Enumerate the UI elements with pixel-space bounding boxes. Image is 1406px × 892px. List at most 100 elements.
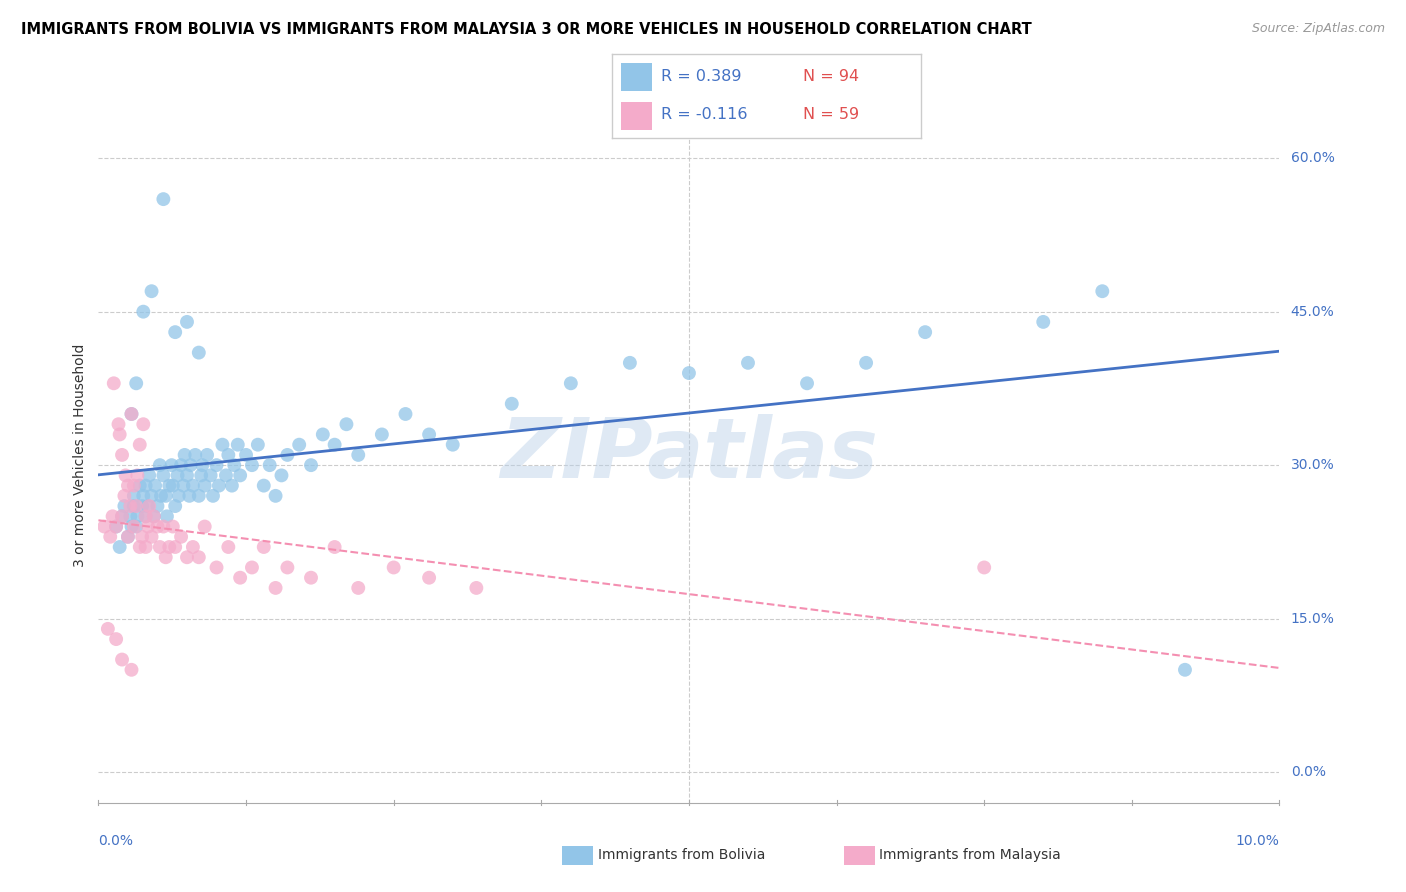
Point	[226, 438, 249, 452]
Point	[165, 499, 187, 513]
Point	[142, 509, 165, 524]
Point	[176, 468, 198, 483]
Point	[136, 519, 159, 533]
Point	[855, 356, 877, 370]
Point	[194, 519, 217, 533]
FancyBboxPatch shape	[621, 62, 652, 91]
Point	[914, 325, 936, 339]
Point	[253, 478, 276, 492]
Point	[179, 489, 201, 503]
Point	[441, 438, 464, 452]
Point	[122, 519, 145, 533]
Point	[121, 519, 143, 533]
Point	[276, 448, 298, 462]
Point	[195, 448, 218, 462]
Point	[224, 458, 246, 472]
Point	[173, 448, 195, 462]
Point	[235, 448, 257, 462]
Point	[120, 499, 142, 513]
Point	[190, 468, 212, 483]
Point	[127, 468, 149, 483]
Point	[103, 376, 125, 391]
Text: 60.0%: 60.0%	[1291, 152, 1334, 165]
Point	[418, 571, 440, 585]
Point	[98, 530, 121, 544]
Point	[157, 540, 180, 554]
Point	[229, 468, 252, 483]
Point	[270, 468, 292, 483]
Point	[121, 407, 143, 421]
Point	[146, 519, 169, 533]
Point	[111, 652, 134, 666]
Point	[240, 560, 263, 574]
Point	[132, 304, 155, 318]
Point	[176, 315, 198, 329]
Point	[93, 519, 115, 533]
Point	[167, 489, 190, 503]
Point	[108, 540, 131, 554]
Point	[156, 509, 179, 524]
Point	[347, 581, 370, 595]
Point	[141, 530, 163, 544]
Point	[141, 489, 163, 503]
Text: IMMIGRANTS FROM BOLIVIA VS IMMIGRANTS FROM MALAYSIA 3 OR MORE VEHICLES IN HOUSEH: IMMIGRANTS FROM BOLIVIA VS IMMIGRANTS FR…	[21, 22, 1032, 37]
Point	[135, 540, 157, 554]
Point	[465, 581, 488, 595]
Point	[114, 468, 136, 483]
Point	[264, 581, 287, 595]
Point	[181, 478, 204, 492]
Point	[127, 509, 149, 524]
Point	[619, 356, 641, 370]
Point	[205, 560, 228, 574]
Point	[165, 325, 187, 339]
Point	[229, 571, 252, 585]
Point	[131, 530, 153, 544]
Text: 45.0%: 45.0%	[1291, 305, 1334, 318]
Point	[128, 478, 150, 492]
Point	[135, 509, 157, 524]
Point	[155, 489, 177, 503]
FancyBboxPatch shape	[621, 102, 652, 130]
Point	[170, 458, 193, 472]
Point	[149, 458, 172, 472]
Point	[200, 468, 222, 483]
Text: N = 94: N = 94	[803, 69, 859, 84]
Text: ZIPatlas: ZIPatlas	[501, 415, 877, 495]
Point	[101, 509, 124, 524]
Point	[122, 499, 145, 513]
Point	[187, 550, 209, 565]
Point	[181, 540, 204, 554]
Text: 30.0%: 30.0%	[1291, 458, 1334, 472]
Point	[136, 499, 159, 513]
Point	[347, 448, 370, 462]
Point	[117, 530, 139, 544]
Point	[112, 489, 135, 503]
Point	[184, 448, 207, 462]
Point	[973, 560, 995, 574]
Point	[157, 478, 180, 492]
Point	[259, 458, 281, 472]
Point	[217, 448, 239, 462]
Point	[112, 499, 135, 513]
Point	[162, 519, 184, 533]
Point	[150, 489, 173, 503]
Text: Immigrants from Malaysia: Immigrants from Malaysia	[879, 848, 1060, 863]
Point	[172, 478, 194, 492]
Text: 15.0%: 15.0%	[1291, 612, 1334, 625]
Point	[125, 519, 148, 533]
Point	[1174, 663, 1197, 677]
Point	[105, 519, 128, 533]
Point	[176, 550, 198, 565]
Point	[121, 407, 143, 421]
Point	[120, 509, 142, 524]
Point	[560, 376, 582, 391]
Point	[170, 530, 193, 544]
Y-axis label: 3 or more Vehicles in Household: 3 or more Vehicles in Household	[73, 343, 87, 566]
Text: 0.0%: 0.0%	[1291, 765, 1326, 779]
Point	[211, 438, 233, 452]
Text: R = -0.116: R = -0.116	[661, 107, 748, 122]
Point	[125, 499, 148, 513]
Point	[160, 458, 183, 472]
Point	[253, 540, 276, 554]
Point	[111, 448, 134, 462]
